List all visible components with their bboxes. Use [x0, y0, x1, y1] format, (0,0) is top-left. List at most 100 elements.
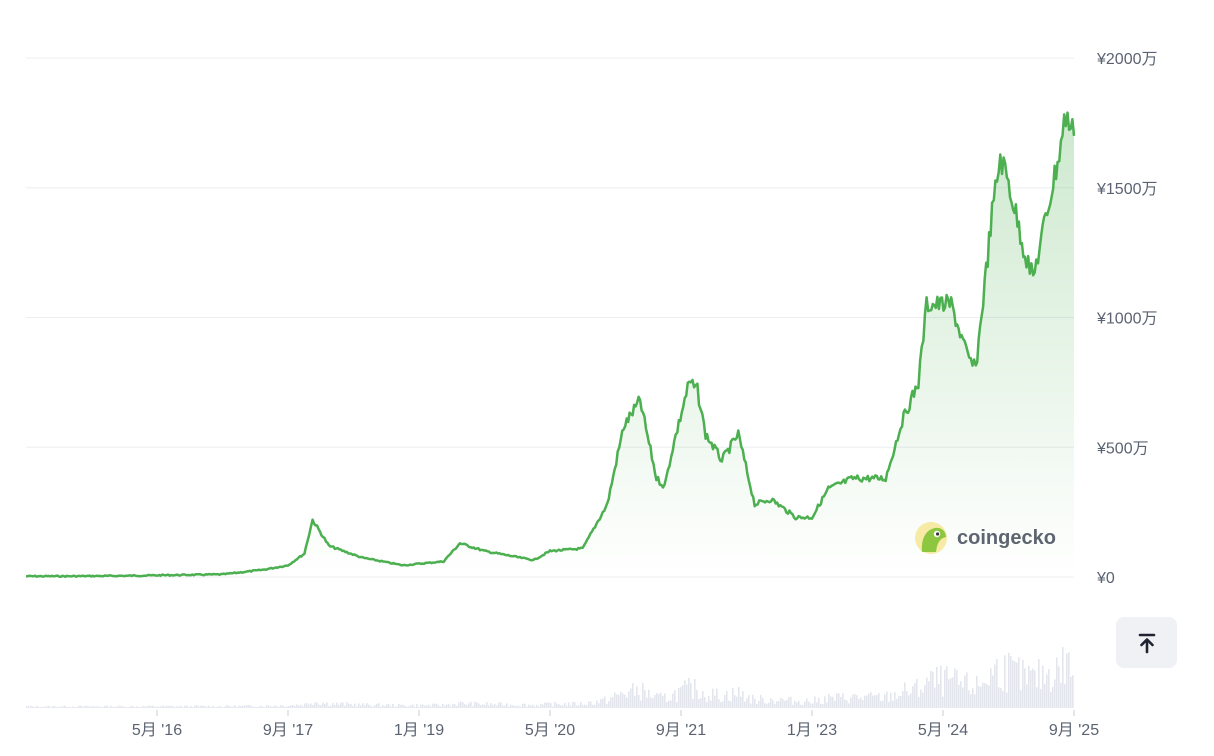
volume-bar — [1006, 692, 1008, 708]
volume-bar — [214, 707, 216, 708]
volume-bar — [602, 698, 604, 708]
volume-bar — [130, 705, 132, 708]
volume-bar — [1000, 687, 1002, 708]
volume-bar — [484, 704, 486, 708]
volume-bar — [226, 705, 228, 708]
volume-bar — [282, 705, 284, 708]
volume-bar — [1070, 676, 1072, 708]
volume-bar — [940, 665, 942, 708]
volume-bar — [646, 697, 648, 708]
volume-bar — [488, 705, 490, 708]
volume-bar — [738, 687, 740, 708]
volume-bar — [384, 706, 386, 708]
volume-bar — [60, 706, 62, 708]
volume-bar — [900, 695, 902, 708]
volume-bar — [836, 693, 838, 708]
x-tick-label: 1月 '19 — [394, 722, 444, 739]
volume-bar — [86, 705, 88, 708]
volume-bar — [1020, 690, 1022, 708]
volume-bar — [434, 703, 436, 708]
volume-bar — [542, 704, 544, 708]
volume-bar — [858, 698, 860, 708]
volume-bar — [644, 690, 646, 708]
volume-bar — [80, 705, 82, 708]
volume-bar — [520, 706, 522, 708]
volume-bar — [418, 706, 420, 708]
volume-bar — [504, 705, 506, 708]
volume-bar — [112, 707, 114, 708]
volume-bar — [938, 684, 940, 708]
volume-bar — [330, 705, 332, 708]
volume-bar — [404, 705, 406, 708]
volume-bar — [118, 705, 120, 708]
volume-bar — [846, 700, 848, 708]
volume-bar — [258, 706, 260, 708]
volume-bar — [684, 680, 686, 708]
volume-bar — [494, 703, 496, 708]
volume-bar — [220, 706, 222, 708]
volume-bar — [148, 705, 150, 708]
volume-bar — [762, 697, 764, 708]
volume-bar — [570, 705, 572, 708]
volume-bar — [174, 706, 176, 708]
volume-bar — [136, 706, 138, 708]
volume-bar — [986, 684, 988, 708]
volume-bar — [972, 688, 974, 708]
volume-bar — [600, 698, 602, 708]
volume-bar — [78, 705, 80, 708]
volume-bar — [660, 692, 662, 708]
volume-bar — [830, 696, 832, 708]
volume-bar — [334, 704, 336, 708]
volume-bar — [370, 705, 372, 708]
volume-bar — [592, 704, 594, 708]
volume-bar — [746, 698, 748, 708]
volume-bar — [218, 705, 220, 708]
volume-bar — [168, 705, 170, 708]
volume-bar — [892, 700, 894, 708]
volume-bar — [272, 706, 274, 708]
volume-bar — [706, 702, 708, 708]
volume-bar — [286, 706, 288, 708]
volume-bar — [234, 705, 236, 708]
volume-bar — [254, 706, 256, 708]
volume-bar — [694, 679, 696, 708]
volume-bar — [1024, 668, 1026, 708]
volume-bar — [810, 703, 812, 708]
volume-bar — [380, 706, 382, 708]
x-tick-label: 1月 '23 — [787, 722, 837, 739]
volume-bar — [908, 695, 910, 708]
volume-bar — [68, 707, 70, 708]
volume-bar — [510, 704, 512, 708]
volume-bar — [944, 669, 946, 708]
volume-bar — [156, 706, 158, 708]
volume-bar — [606, 703, 608, 708]
volume-bar — [886, 691, 888, 708]
volume-bar — [106, 705, 108, 708]
volume-bar — [654, 694, 656, 708]
volume-bar — [200, 705, 202, 708]
volume-bar — [116, 706, 118, 708]
volume-bar — [386, 704, 388, 708]
volume-bar — [690, 683, 692, 708]
y-tick-label: ¥0 — [1096, 570, 1115, 587]
volume-bar — [676, 702, 678, 708]
volume-bar — [778, 700, 780, 708]
volume-bar — [318, 704, 320, 708]
volume-bar — [276, 706, 278, 708]
volume-bar — [572, 701, 574, 708]
volume-bar — [296, 704, 298, 708]
volume-bar — [682, 685, 684, 708]
volume-bar — [994, 664, 996, 708]
y-tick-label: ¥1500万 — [1096, 181, 1158, 198]
volume-bar — [238, 705, 240, 708]
volume-bar — [916, 678, 918, 708]
volume-bar — [322, 702, 324, 708]
volume-bar — [978, 686, 980, 708]
volume-bar — [608, 701, 610, 708]
volume-bar — [966, 672, 968, 708]
volume-bar — [260, 705, 262, 708]
volume-bar — [948, 679, 950, 708]
volume-bar — [170, 705, 172, 708]
volume-bar — [756, 703, 758, 708]
scroll-to-top-button[interactable] — [1116, 617, 1177, 668]
